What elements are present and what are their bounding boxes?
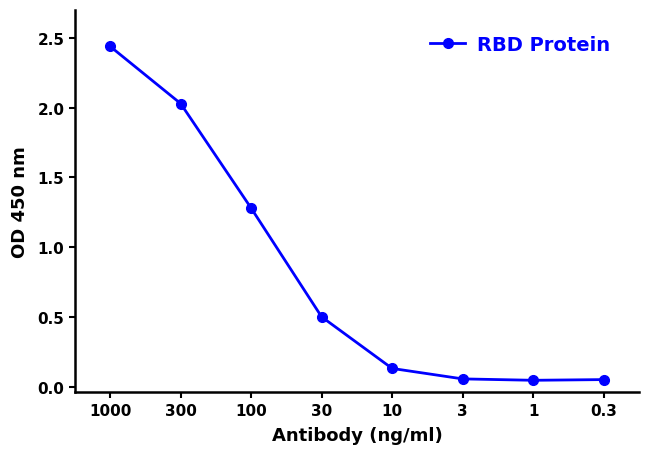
- RBD Protein: [177, 101, 185, 107]
- RBD Protein: [247, 206, 255, 212]
- X-axis label: Antibody (ng/ml): Antibody (ng/ml): [272, 426, 442, 444]
- RBD Protein: [459, 376, 467, 382]
- RBD Protein: [600, 377, 608, 383]
- Legend: RBD Protein: RBD Protein: [422, 28, 618, 63]
- RBD Protein: [388, 366, 396, 371]
- Y-axis label: OD 450 nm: OD 450 nm: [11, 146, 29, 258]
- RBD Protein: [106, 45, 114, 50]
- Line: RBD Protein: RBD Protein: [105, 42, 608, 385]
- RBD Protein: [529, 378, 537, 383]
- RBD Protein: [318, 314, 326, 320]
